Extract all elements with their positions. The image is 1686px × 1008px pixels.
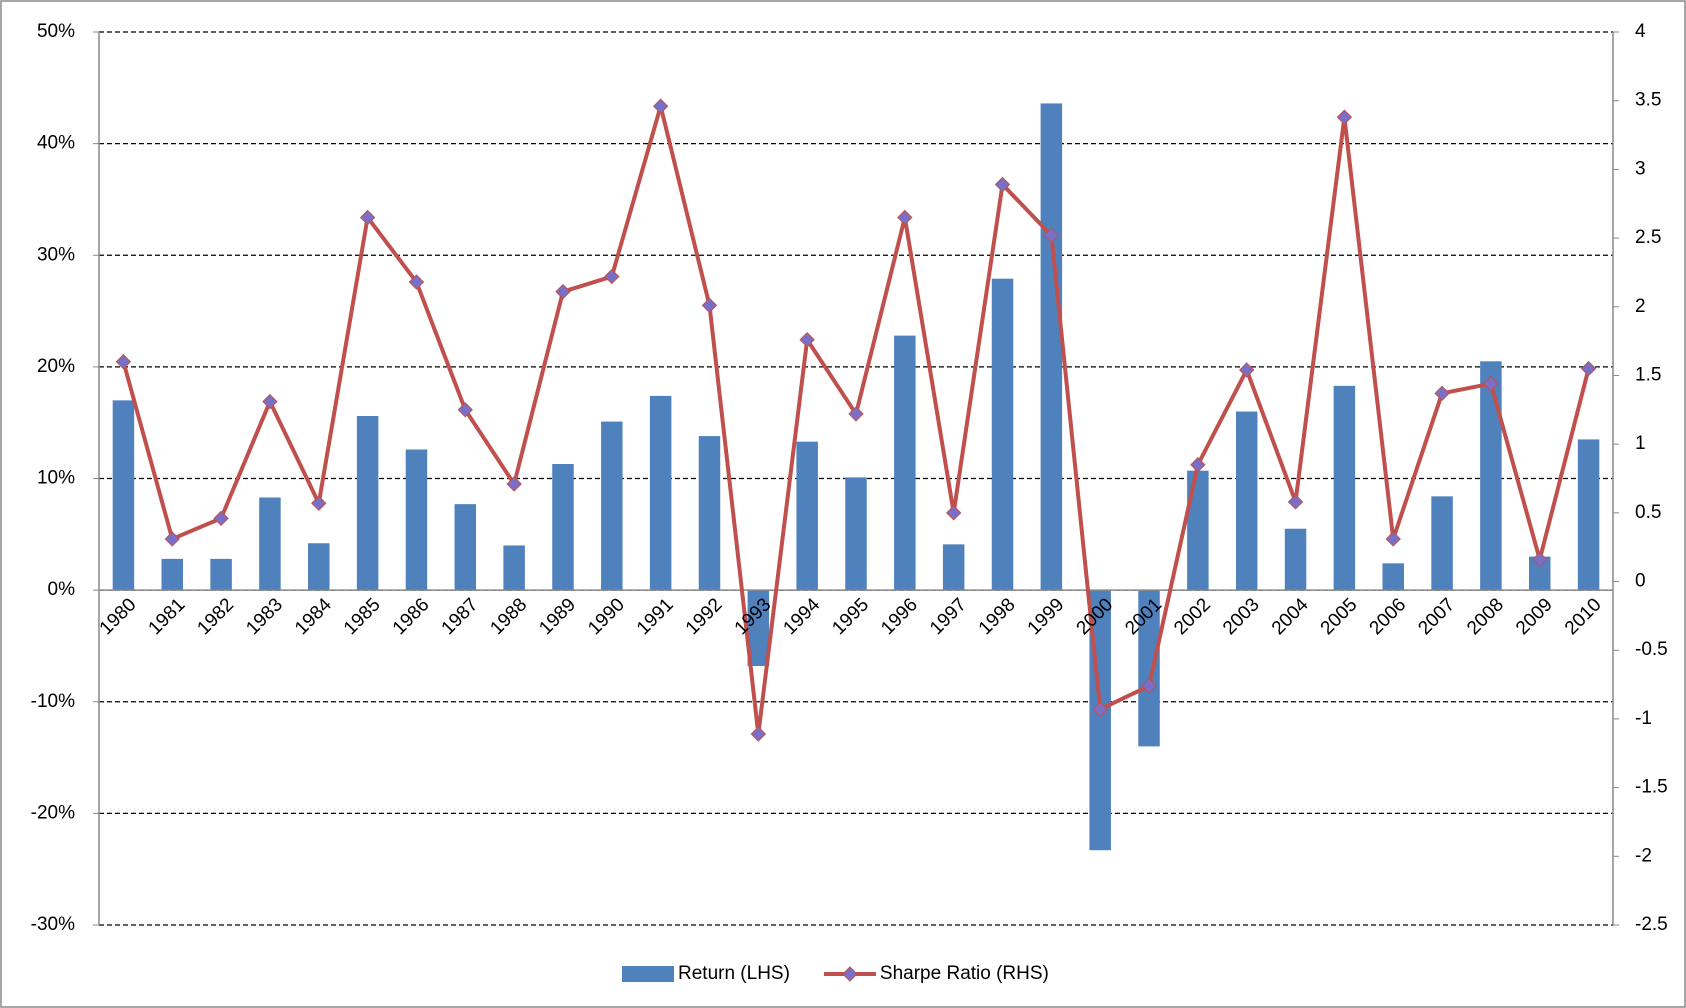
marker xyxy=(897,209,913,226)
bar xyxy=(161,558,184,591)
y2-tick-label: 4 xyxy=(1635,21,1646,42)
marker xyxy=(115,354,132,370)
bar xyxy=(259,497,281,591)
marker xyxy=(262,393,278,410)
y-tick-label: 10% xyxy=(37,468,75,489)
marker xyxy=(799,332,815,348)
y-tick-label: 30% xyxy=(37,244,75,265)
bar xyxy=(698,436,721,591)
y2-tick-label: -2 xyxy=(1635,845,1652,866)
marker xyxy=(1043,227,1060,244)
marker xyxy=(457,402,473,418)
y-tick-label: 20% xyxy=(37,356,75,377)
marker xyxy=(408,274,425,290)
y2-tick-label: -1 xyxy=(1635,708,1652,729)
marker xyxy=(994,176,1011,193)
y2-tick-label: 1 xyxy=(1635,433,1646,454)
legend-swatch xyxy=(622,966,674,982)
bar xyxy=(845,477,867,591)
marker xyxy=(1580,360,1597,377)
bar xyxy=(112,400,135,591)
bar xyxy=(1333,385,1356,591)
bar xyxy=(1431,496,1453,591)
y2-tick-label: -2.5 xyxy=(1635,914,1668,935)
marker xyxy=(506,476,522,492)
y2-tick-label: -0.5 xyxy=(1635,639,1668,660)
marker xyxy=(213,510,229,527)
bar xyxy=(1235,411,1258,591)
marker xyxy=(1434,385,1450,402)
bar xyxy=(454,504,477,591)
bar xyxy=(601,421,623,591)
marker xyxy=(945,505,962,521)
y2-tick-label: 3.5 xyxy=(1635,90,1661,111)
y2-tick-label: 2 xyxy=(1635,296,1646,317)
marker xyxy=(750,726,767,742)
bar xyxy=(1528,556,1551,591)
marker xyxy=(164,531,180,547)
y2-tick-label: -1.5 xyxy=(1635,777,1668,798)
bar xyxy=(894,335,916,591)
y-tick-label: -20% xyxy=(31,802,75,823)
marker xyxy=(652,98,669,114)
y-tick-label: 50% xyxy=(37,21,75,42)
y-tick-label: 40% xyxy=(37,133,75,154)
marker xyxy=(359,209,376,226)
y2-tick-label: 0 xyxy=(1635,571,1646,592)
bar xyxy=(942,544,965,591)
legend-label: Return (LHS) xyxy=(678,963,790,984)
bar xyxy=(649,395,672,591)
marker xyxy=(1385,531,1401,547)
marker xyxy=(1239,362,1255,378)
marker xyxy=(1141,678,1157,694)
bar xyxy=(210,558,232,591)
marker xyxy=(848,406,864,422)
marker xyxy=(311,495,327,511)
bar xyxy=(356,415,379,591)
y2-tick-label: 2.5 xyxy=(1635,227,1661,248)
bar xyxy=(747,590,770,667)
y-tick-label: -30% xyxy=(31,914,75,935)
legend-label: Sharpe Ratio (RHS) xyxy=(880,963,1049,984)
bar xyxy=(1382,563,1404,591)
y-tick-label: 0% xyxy=(48,579,76,600)
marker xyxy=(1336,109,1353,125)
marker xyxy=(1483,375,1499,392)
y2-tick-label: 0.5 xyxy=(1635,502,1661,523)
bar xyxy=(991,278,1014,591)
bar xyxy=(405,449,428,591)
y2-tick-label: 3 xyxy=(1635,158,1646,179)
legend-marker xyxy=(842,966,858,982)
bar xyxy=(1284,528,1307,591)
bar xyxy=(796,441,818,591)
marker xyxy=(701,297,718,314)
bar xyxy=(308,543,330,591)
marker xyxy=(1190,457,1206,473)
bar xyxy=(1040,103,1063,591)
bar xyxy=(503,545,525,591)
marker xyxy=(604,268,620,285)
bar xyxy=(1480,361,1502,591)
bar xyxy=(1138,590,1160,747)
bar xyxy=(1187,470,1209,591)
marker xyxy=(1287,494,1304,510)
bar xyxy=(1577,439,1600,591)
marker xyxy=(555,283,571,300)
marker xyxy=(1092,701,1108,718)
y-tick-label: -10% xyxy=(31,691,75,712)
bar xyxy=(552,463,574,591)
marker xyxy=(1532,551,1548,568)
y2-tick-label: 1.5 xyxy=(1635,364,1661,385)
